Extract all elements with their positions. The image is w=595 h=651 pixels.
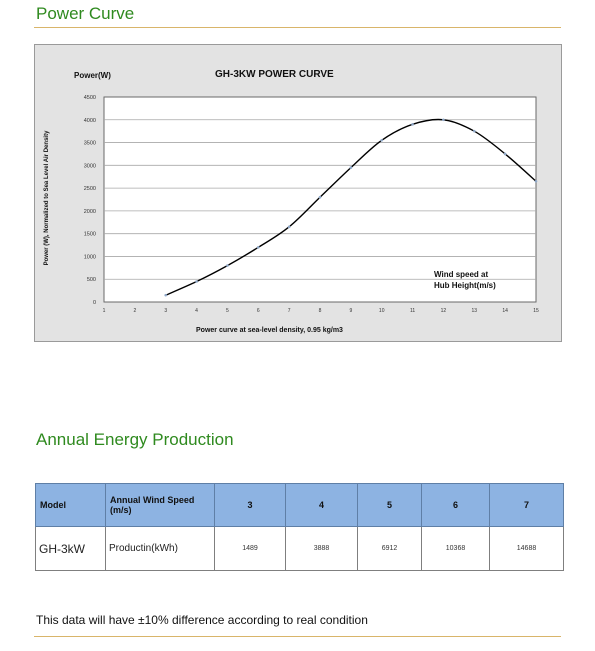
power-curve-title-rule	[34, 27, 561, 28]
x-tick-label: 6	[257, 308, 260, 314]
y-tick-label: 4500	[84, 95, 96, 101]
table-header-row: Model Annual Wind Speed (m/s) 3 4 5 6 7	[35, 483, 564, 527]
chart-title: GH-3KW POWER CURVE	[215, 69, 334, 80]
y-tick-label: 2500	[84, 186, 96, 192]
data-point	[411, 123, 414, 126]
y-tick-label: 500	[87, 277, 96, 283]
x-tick-label: 4	[195, 308, 198, 314]
x-tick-label: 2	[133, 308, 136, 314]
data-point	[287, 225, 291, 229]
data-point	[195, 280, 198, 283]
x-tick-label: 15	[533, 308, 539, 314]
data-point	[256, 246, 260, 249]
x-tick-label: 13	[472, 308, 478, 314]
y-tick-label: 1000	[84, 254, 96, 260]
y-axis-side-label: Power (W), Normalized to Sea Level Air D…	[44, 130, 50, 265]
y-tick-label: 3000	[84, 163, 96, 169]
x-tick-label: 12	[441, 308, 447, 314]
x-tick-label: 8	[319, 308, 322, 314]
data-point	[349, 166, 353, 169]
x-tick-label: 9	[349, 308, 352, 314]
row-value-4: 3888	[285, 526, 358, 571]
y-tick-label: 1500	[84, 232, 96, 238]
energy-table: Model Annual Wind Speed (m/s) 3 4 5 6 7 …	[35, 483, 564, 571]
x-tick-label: 10	[379, 308, 385, 314]
data-point	[503, 152, 507, 156]
row-value-5: 6912	[357, 526, 422, 571]
header-wind-speed: Annual Wind Speed (m/s)	[105, 483, 215, 527]
row-label: Productin(kWh)	[105, 526, 215, 571]
data-points	[164, 118, 538, 297]
data-point	[380, 138, 384, 142]
y-axis-top-label: Power(W)	[74, 71, 111, 80]
energy-title: Annual Energy Production	[36, 430, 234, 449]
x-tick-labels: 1 2 3 4 5 6 7 8 9 10 11 12 13 14 15	[103, 308, 539, 314]
row-value-3: 1489	[214, 526, 286, 571]
data-point	[226, 264, 229, 267]
x-tick-label: 1	[103, 308, 106, 314]
y-tick-label: 4000	[84, 118, 96, 124]
y-tick-labels: 0 500 1000 1500 2000 2500 3000 3500 4000 4500	[84, 95, 96, 306]
header-speed-7: 7	[489, 483, 564, 527]
footnote: This data will have ±10% difference acco…	[36, 613, 368, 627]
footer-rule	[34, 636, 561, 637]
x-tick-label: 11	[410, 308, 415, 314]
data-point	[472, 129, 476, 133]
y-tick-label: 2000	[84, 209, 96, 215]
row-value-7: 14688	[489, 526, 564, 571]
grid-lines	[104, 119, 536, 280]
annotation-line-1: Wind speed at	[434, 270, 488, 279]
row-value-6: 10368	[421, 526, 490, 571]
header-model: Model	[35, 483, 106, 527]
power-curve-title: Power Curve	[36, 4, 135, 23]
header-speed-3: 3	[214, 483, 286, 527]
y-tick-label: 3500	[84, 141, 96, 147]
header-speed-6: 6	[421, 483, 490, 527]
data-point	[318, 195, 322, 199]
data-point	[164, 293, 168, 297]
data-point	[442, 118, 445, 122]
x-axis-label: Power curve at sea-level density, 0.95 k…	[196, 327, 343, 334]
x-tick-label: 7	[288, 308, 291, 314]
table-row: GH-3kW Productin(kWh) 1489 3888 6912 103…	[35, 526, 564, 571]
data-point	[534, 179, 538, 183]
header-speed-5: 5	[357, 483, 422, 527]
header-speed-4: 4	[285, 483, 358, 527]
annotation-line-2: Hub Height(m/s)	[434, 281, 496, 290]
x-tick-label: 5	[226, 308, 229, 314]
plot-area	[103, 96, 537, 303]
row-model: GH-3kW	[35, 526, 106, 571]
x-tick-label: 3	[164, 308, 167, 314]
y-tick-label: 0	[93, 300, 96, 306]
x-tick-label: 14	[502, 308, 508, 314]
